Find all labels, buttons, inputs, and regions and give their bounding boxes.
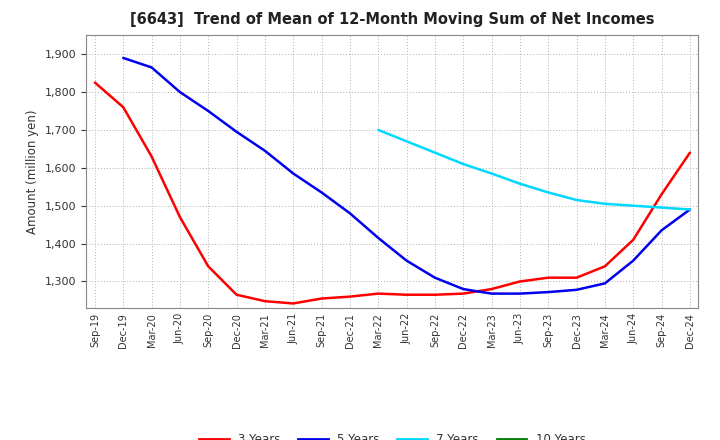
Title: [6643]  Trend of Mean of 12-Month Moving Sum of Net Incomes: [6643] Trend of Mean of 12-Month Moving … [130, 12, 654, 27]
Legend: 3 Years, 5 Years, 7 Years, 10 Years: 3 Years, 5 Years, 7 Years, 10 Years [194, 429, 590, 440]
Y-axis label: Amount (million yen): Amount (million yen) [27, 110, 40, 234]
